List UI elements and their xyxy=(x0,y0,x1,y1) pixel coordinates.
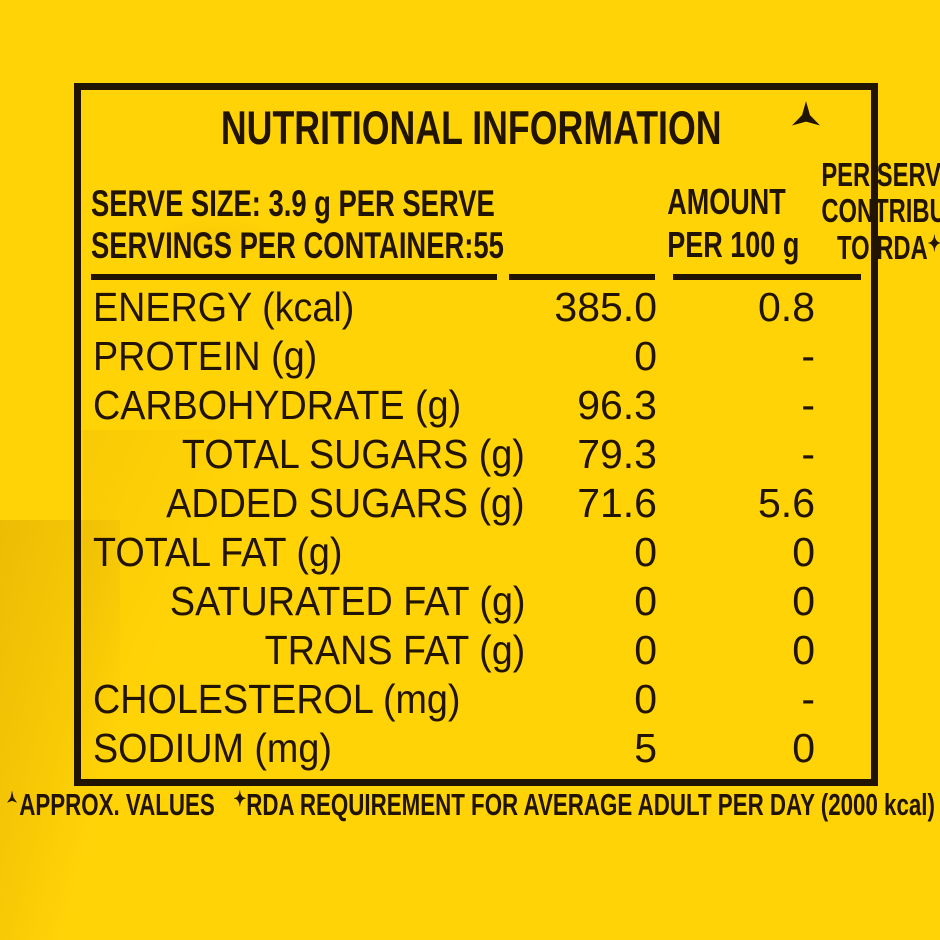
nutrient-rda-value: 5.6 xyxy=(758,480,815,526)
nutrient-name: SATURATED FAT (g) xyxy=(169,578,525,624)
nutrient-name: ADDED SUGARS (g) xyxy=(166,480,525,526)
nutrient-rda-value: - xyxy=(801,333,815,379)
nutrient-row: TOTAL SUGARS (g) 79.3 - xyxy=(91,430,861,479)
footnote-inner: APPROX. VALUES ✦ RDA REQUIREMENT FOR AVE… xyxy=(5,787,936,822)
divider-segment xyxy=(509,274,655,280)
nutrient-row: CHOLESTEROL (mg) 0 - xyxy=(91,675,861,724)
nutrient-amount-value: 385.0 xyxy=(554,284,657,330)
amount-header-line2: PER 100 g xyxy=(667,223,800,265)
header-rda-col: PER SERVE % CONTRIBUTION TO RDA✦ xyxy=(795,156,940,266)
header-serve-info: SERVE SIZE: 3.9 g PER SERVE SERVINGS PER… xyxy=(91,183,649,266)
nutrient-rda-value: - xyxy=(801,431,815,477)
three-point-star-icon xyxy=(7,790,18,803)
nutrition-label-box: NUTRITIONAL INFORMATION SERVE SIZE: 3.9 … xyxy=(74,83,940,786)
nutrient-name: ENERGY (kcal) xyxy=(93,284,355,330)
four-point-star-icon: ✦ xyxy=(233,788,247,811)
nutrient-amount-value: 0 xyxy=(634,627,657,673)
nutrient-row: SODIUM (mg) 5 0 xyxy=(91,724,861,773)
nutrient-amount-value: 71.6 xyxy=(577,480,657,526)
four-point-star-icon: ✦ xyxy=(927,230,940,256)
nutrient-name: CARBOHYDRATE (g) xyxy=(93,382,462,428)
nutrient-name: TRANS FAT (g) xyxy=(264,627,525,673)
rda-requirement-text: RDA REQUIREMENT FOR AVERAGE ADULT PER DA… xyxy=(246,787,936,822)
approx-values-text: APPROX. VALUES xyxy=(19,787,215,822)
nutrient-amount-value: 0 xyxy=(634,333,657,379)
nutrient-amount-value: 0 xyxy=(634,578,657,624)
nutrient-rda-value: 0.8 xyxy=(758,284,815,330)
nutrient-row: SATURATED FAT (g) 0 0 xyxy=(91,577,861,626)
nutrient-row: TOTAL FAT (g) 0 0 xyxy=(91,528,861,577)
nutrient-amount-value: 0 xyxy=(634,529,657,575)
nutrient-amount-value: 96.3 xyxy=(577,382,657,428)
nutrient-rows: ENERGY (kcal) 385.0 0.8 PROTEIN (g) 0 - … xyxy=(91,283,861,773)
divider-segment xyxy=(91,274,497,280)
nutrient-name: SODIUM (mg) xyxy=(93,725,332,771)
nutrient-row: PROTEIN (g) 0 - xyxy=(91,332,861,381)
nutrient-amount-value: 0 xyxy=(634,676,657,722)
nutrient-rda-value: - xyxy=(801,382,815,428)
nutrient-rda-value: 0 xyxy=(792,725,815,771)
nutrient-row: ENERGY (kcal) 385.0 0.8 xyxy=(91,283,861,332)
table-header-row: SERVE SIZE: 3.9 g PER SERVE SERVINGS PER… xyxy=(91,156,940,274)
nutrient-name: CHOLESTEROL (mg) xyxy=(93,676,461,722)
serve-size-text: SERVE SIZE: 3.9 g PER SERVE xyxy=(91,183,495,225)
nutrient-row: TRANS FAT (g) 0 0 xyxy=(91,626,861,675)
footnote: APPROX. VALUES ✦ RDA REQUIREMENT FOR AVE… xyxy=(0,787,940,822)
divider-segment xyxy=(673,274,861,280)
nutrient-rda-value: - xyxy=(801,676,815,722)
header-amount-col: AMOUNT PER 100 g xyxy=(649,180,800,266)
rda-header-line3: TO RDA✦ xyxy=(836,228,940,266)
rda-header-line2: CONTRIBUTION xyxy=(821,192,940,230)
nutrient-amount-value: 5 xyxy=(634,725,657,771)
header-divider xyxy=(91,274,861,280)
label-title-row: NUTRITIONAL INFORMATION xyxy=(91,98,861,156)
nutrient-rda-value: 0 xyxy=(792,578,815,624)
nutrient-amount-value: 79.3 xyxy=(577,431,657,477)
nutrient-name: TOTAL FAT (g) xyxy=(93,529,343,575)
nutrient-row: CARBOHYDRATE (g) 96.3 - xyxy=(91,381,861,430)
nutrient-rda-value: 0 xyxy=(792,529,815,575)
nutrient-row: ADDED SUGARS (g) 71.6 5.6 xyxy=(91,479,861,528)
servings-per-container-text: SERVINGS PER CONTAINER:55 xyxy=(91,224,504,266)
nutrient-rda-value: 0 xyxy=(792,627,815,673)
rda-header-line1: PER SERVE % xyxy=(821,156,940,194)
nutrient-name: PROTEIN (g) xyxy=(93,333,318,379)
amount-header-line1: AMOUNT xyxy=(667,180,786,222)
label-title: NUTRITIONAL INFORMATION xyxy=(220,100,722,154)
nutrient-name: TOTAL SUGARS (g) xyxy=(181,431,525,477)
three-point-star-icon xyxy=(792,101,821,126)
